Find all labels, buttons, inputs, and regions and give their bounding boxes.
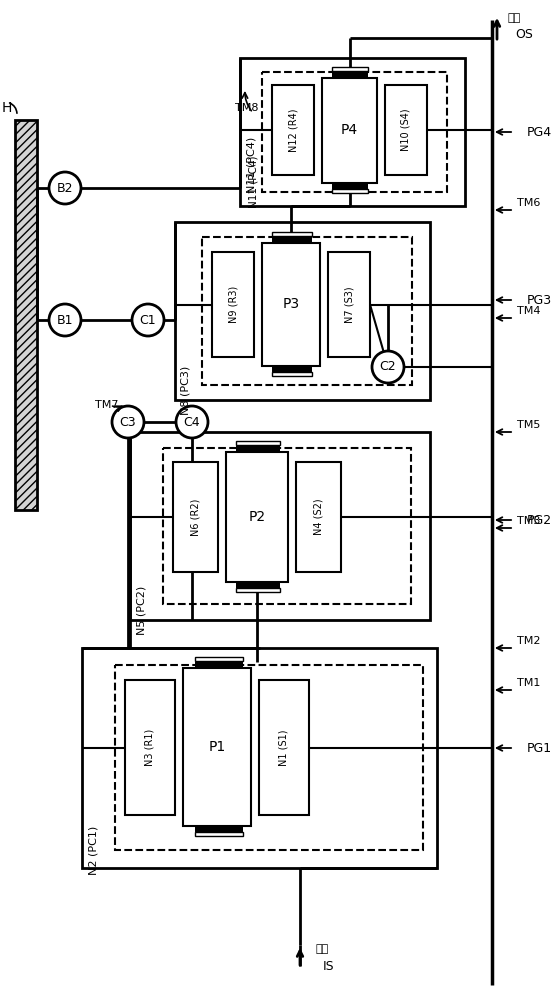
Text: P3: P3 [282,298,300,312]
Text: N11 (PC4): N11 (PC4) [249,156,259,208]
Bar [173,462,218,572]
Bar [175,222,430,400]
Bar [195,657,243,661]
Text: 输入: 输入 [316,944,329,954]
Bar [332,67,368,71]
Text: N1 (S1): N1 (S1) [279,729,289,766]
Bar [195,662,243,668]
Bar [125,680,175,815]
Bar [15,120,37,510]
Bar [212,252,254,357]
Text: TM8: TM8 [235,103,258,113]
Bar [272,237,312,243]
Text: 输出: 输出 [508,13,521,23]
Bar [183,668,251,826]
Bar [82,648,437,868]
Text: TM2: TM2 [517,636,541,646]
Text: N9 (R3): N9 (R3) [228,286,238,323]
Bar [328,252,370,357]
Bar [236,588,280,592]
Bar [332,72,368,78]
Circle shape [112,406,144,438]
Text: P2: P2 [248,510,266,524]
Text: TM3: TM3 [517,516,540,526]
Circle shape [49,172,81,204]
Text: H: H [2,101,12,115]
Bar [240,58,465,206]
Text: N3 (R1): N3 (R1) [145,729,155,766]
Text: C1: C1 [140,314,156,326]
Bar [332,183,368,189]
Text: C4: C4 [184,416,200,428]
Text: PG4: PG4 [527,125,552,138]
Text: TM5: TM5 [517,420,540,430]
Bar [259,680,309,815]
Circle shape [176,406,208,438]
Bar [296,462,341,572]
Bar [332,189,368,193]
Bar [272,366,312,372]
Bar [272,85,314,175]
Text: TM6: TM6 [517,198,540,208]
Bar [202,237,412,385]
Text: N7 (S3): N7 (S3) [344,286,354,323]
Bar [195,832,243,836]
Text: N11 (PC4): N11 (PC4) [247,137,257,193]
Text: TM4: TM4 [517,306,541,316]
Bar [195,826,243,832]
Text: N4 (S2): N4 (S2) [314,499,324,535]
Text: B2: B2 [57,182,73,194]
Text: B1: B1 [57,314,73,326]
Bar [163,448,411,604]
Bar [262,243,320,366]
Text: N12 (R4): N12 (R4) [288,108,298,152]
Text: TM1: TM1 [517,678,540,688]
Text: N10 (S4): N10 (S4) [401,109,411,151]
Circle shape [372,351,404,383]
Circle shape [49,304,81,336]
Text: C2: C2 [379,360,396,373]
Text: P1: P1 [208,740,225,754]
Bar [272,232,312,236]
Text: C3: C3 [119,416,136,428]
Bar [322,78,377,183]
Text: PG1: PG1 [527,742,552,754]
Text: N6 (R2): N6 (R2) [190,498,200,536]
Bar [226,452,288,582]
Bar [236,446,280,452]
Bar [236,441,280,445]
Bar [262,72,447,192]
Text: N2 (PC1): N2 (PC1) [88,825,98,875]
Bar [236,582,280,588]
Bar [385,85,427,175]
Text: PG3: PG3 [527,294,552,306]
Bar [115,665,423,850]
Circle shape [132,304,164,336]
Text: IS: IS [323,960,335,974]
Text: P4: P4 [341,123,358,137]
Bar [272,372,312,376]
Bar [130,432,430,620]
Text: N8 (PC3): N8 (PC3) [181,365,191,415]
Text: TM7: TM7 [95,400,118,410]
Text: N5 (PC2): N5 (PC2) [137,585,147,635]
Text: PG2: PG2 [527,514,552,526]
Text: OS: OS [515,28,533,41]
